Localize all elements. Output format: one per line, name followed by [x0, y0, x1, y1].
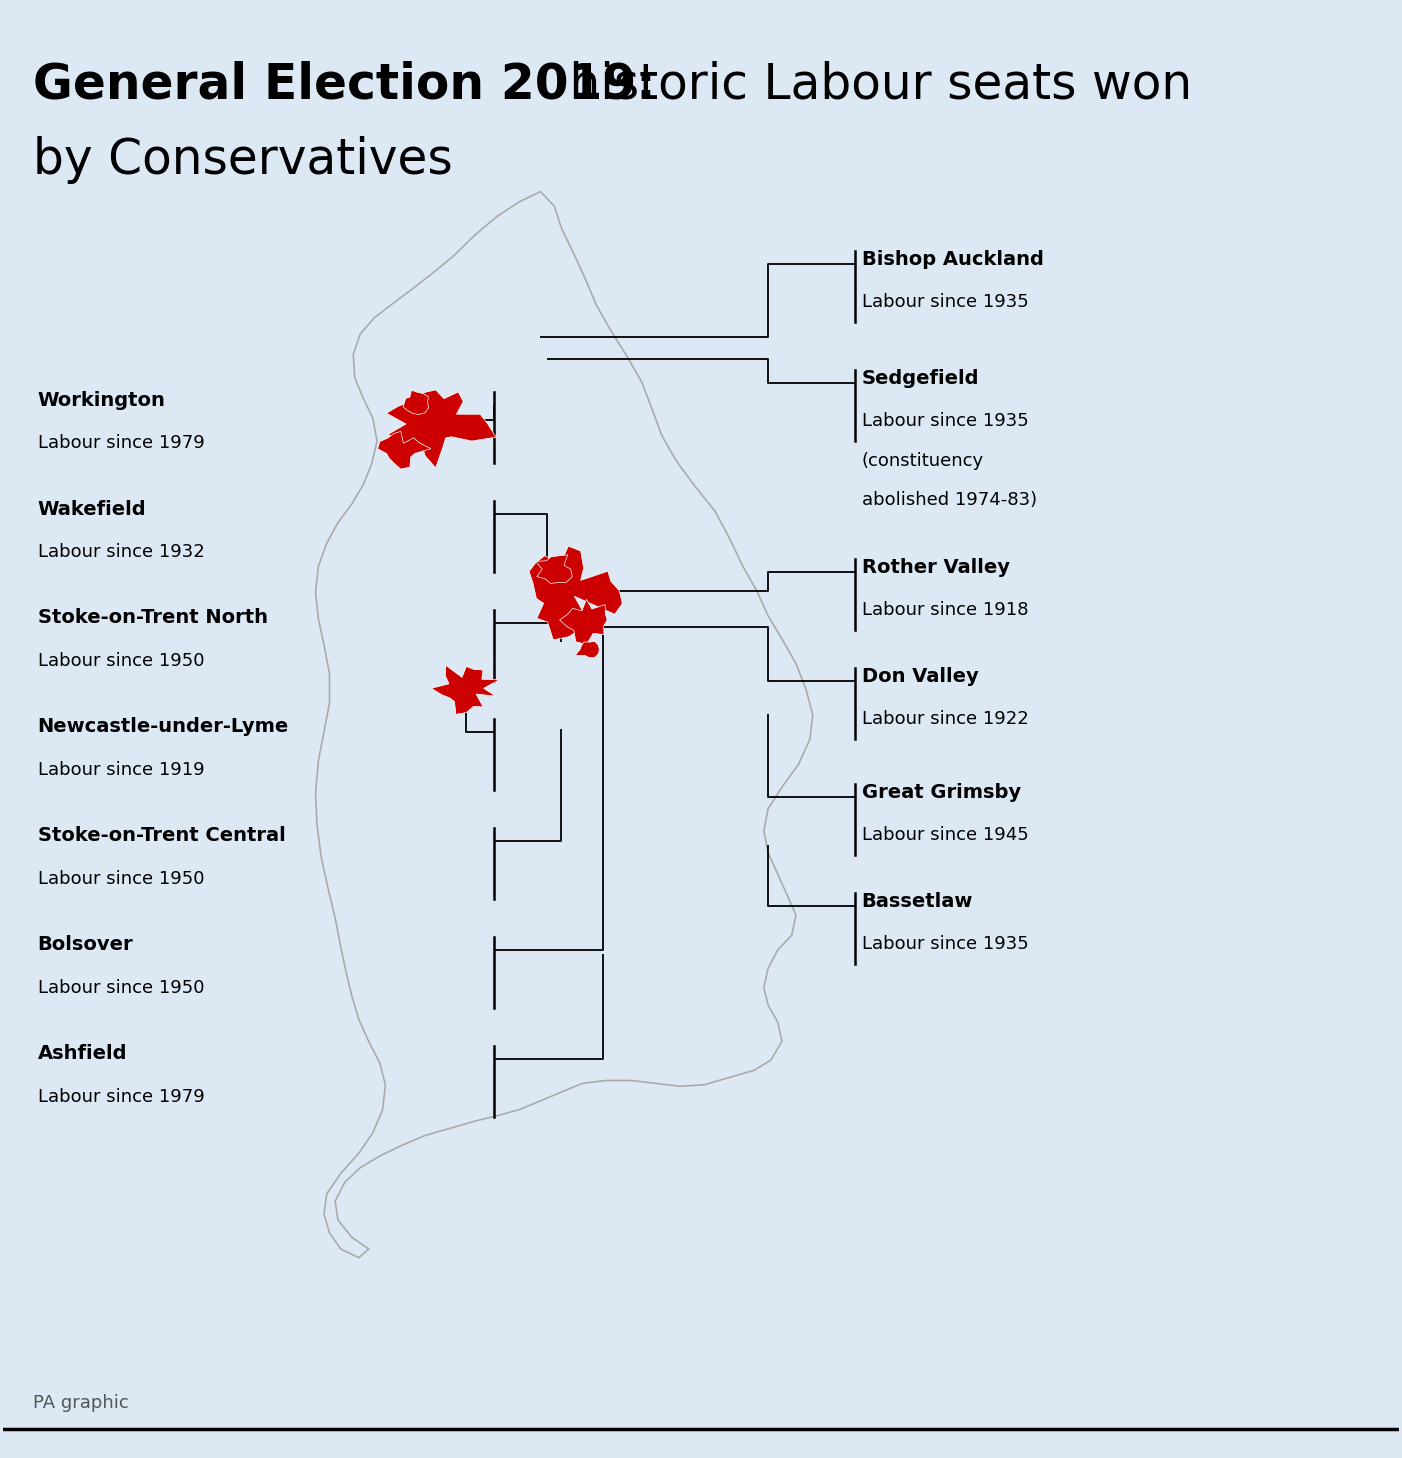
Polygon shape	[559, 599, 607, 644]
Text: Labour since 1918: Labour since 1918	[862, 601, 1028, 620]
Text: by Conservatives: by Conservatives	[34, 137, 453, 184]
Text: Labour since 1950: Labour since 1950	[38, 870, 205, 888]
Text: PA graphic: PA graphic	[34, 1394, 129, 1411]
Text: Labour since 1935: Labour since 1935	[862, 293, 1028, 311]
Text: (constituency: (constituency	[862, 452, 984, 469]
Text: Newcastle-under-Lyme: Newcastle-under-Lyme	[38, 717, 289, 736]
Text: Rother Valley: Rother Valley	[862, 557, 1009, 576]
Text: Workington: Workington	[38, 391, 165, 410]
Text: Labour since 1935: Labour since 1935	[862, 935, 1028, 954]
Text: Labour since 1932: Labour since 1932	[38, 542, 205, 561]
Text: Don Valley: Don Valley	[862, 666, 979, 685]
Text: Labour since 1950: Labour since 1950	[38, 652, 205, 671]
Text: abolished 1974-83): abolished 1974-83)	[862, 491, 1036, 509]
Text: Wakefield: Wakefield	[38, 500, 146, 519]
Text: Great Grimsby: Great Grimsby	[862, 783, 1021, 802]
Text: Labour since 1922: Labour since 1922	[862, 710, 1028, 728]
Polygon shape	[536, 555, 572, 583]
Text: Labour since 1945: Labour since 1945	[862, 827, 1028, 844]
Polygon shape	[404, 391, 429, 414]
Polygon shape	[432, 665, 499, 714]
Text: Labour since 1979: Labour since 1979	[38, 434, 205, 452]
Text: Sedgefield: Sedgefield	[862, 369, 979, 388]
Polygon shape	[529, 547, 622, 640]
Polygon shape	[575, 642, 599, 658]
Text: Labour since 1950: Labour since 1950	[38, 978, 205, 997]
Text: Labour since 1935: Labour since 1935	[862, 413, 1028, 430]
Text: Stoke-on-Trent North: Stoke-on-Trent North	[38, 608, 268, 627]
Text: Labour since 1979: Labour since 1979	[38, 1088, 205, 1105]
Text: Labour since 1919: Labour since 1919	[38, 761, 205, 779]
Text: Bolsover: Bolsover	[38, 935, 133, 954]
Text: Stoke-on-Trent Central: Stoke-on-Trent Central	[38, 827, 286, 846]
Polygon shape	[387, 389, 496, 468]
Text: Ashfield: Ashfield	[38, 1044, 128, 1063]
Text: historic Labour seats won: historic Labour seats won	[554, 61, 1193, 109]
Text: Bishop Auckland: Bishop Auckland	[862, 249, 1043, 268]
Text: General Election 2019:: General Election 2019:	[34, 61, 656, 109]
Polygon shape	[377, 432, 430, 469]
Text: Bassetlaw: Bassetlaw	[862, 892, 973, 911]
